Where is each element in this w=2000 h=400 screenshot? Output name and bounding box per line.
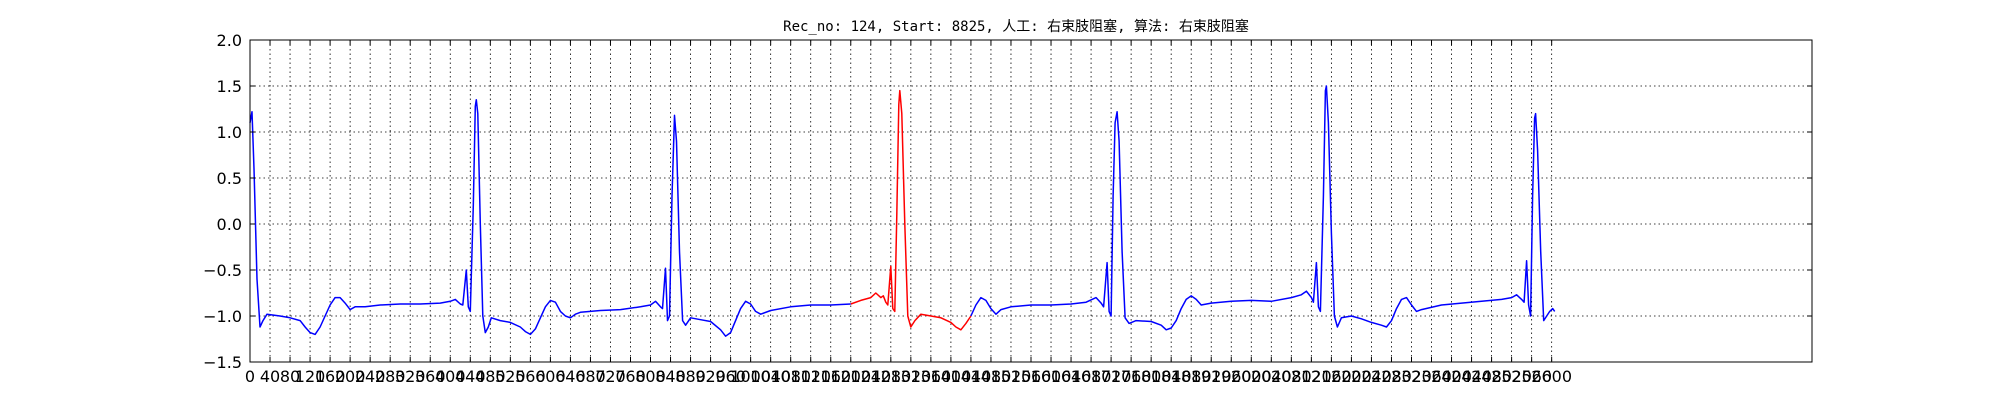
x-tick-label: 2600 (1531, 367, 1572, 386)
y-tick-label: 2.0 (217, 31, 242, 50)
x-tick-label: 160 (315, 367, 346, 386)
x-tick-label: 2360 (1411, 367, 1452, 386)
x-tick-label: 1520 (991, 367, 1032, 386)
x-tick-label: 2200 (1331, 367, 1372, 386)
x-tick-label: 1280 (870, 367, 911, 386)
x-tick-label: 480 (475, 367, 506, 386)
x-tick-label: 1320 (890, 367, 931, 386)
x-tick-label: 240 (355, 367, 386, 386)
x-axis: 0 40 8012016020024028032036040044048052056… (245, 40, 1572, 386)
y-tick-label: −1.0 (203, 307, 242, 326)
y-tick-label: 0.5 (217, 169, 242, 188)
x-tick-label: 1040 (750, 367, 791, 386)
x-tick-label: 1360 (911, 367, 952, 386)
x-tick-label: 80 (280, 367, 300, 386)
x-tick-label: 2400 (1431, 367, 1472, 386)
ecg-series-line (850, 89, 972, 331)
x-tick-label: 1000 (730, 367, 771, 386)
x-tick-label: 640 (555, 367, 586, 386)
x-tick-label: 2000 (1231, 367, 1272, 386)
x-tick-label: 800 (635, 367, 666, 386)
x-tick-label: 1160 (810, 367, 851, 386)
x-tick-label: 1560 (1011, 367, 1052, 386)
x-tick-label: 1240 (850, 367, 891, 386)
x-tick-label: 840 (655, 367, 686, 386)
x-tick-label: 0 (245, 367, 255, 386)
x-tick-label: 1480 (971, 367, 1012, 386)
x-tick-label: 2480 (1471, 367, 1512, 386)
x-tick-label: 1960 (1211, 367, 1252, 386)
x-tick-label: 280 (375, 367, 406, 386)
x-tick-label: 320 (395, 367, 426, 386)
x-tick-label: 1880 (1171, 367, 1212, 386)
x-tick-label: 400 (435, 367, 466, 386)
x-tick-label: 2160 (1311, 367, 1352, 386)
x-tick-label: 560 (515, 367, 546, 386)
x-tick-label: 1120 (790, 367, 831, 386)
x-tick-label: 880 (675, 367, 706, 386)
y-tick-label: −1.5 (203, 353, 242, 372)
plot-frame (249, 39, 1813, 363)
x-tick-label: 600 (535, 367, 566, 386)
x-tick-label: 1680 (1071, 367, 1112, 386)
plot-area (249, 85, 1556, 337)
x-tick-label: 2080 (1271, 367, 1312, 386)
x-tick-label: 40 (260, 367, 280, 386)
x-tick-label: 760 (615, 367, 646, 386)
x-tick-label: 2040 (1251, 367, 1292, 386)
grid (250, 40, 1812, 362)
x-tick-label: 120 (295, 367, 326, 386)
x-tick-label: 680 (575, 367, 606, 386)
y-axis: −1.5 −1.0 −0.5 0.0 0.5 1.0 1.5 2.0 (203, 31, 1812, 372)
x-tick-label: 1640 (1051, 367, 1092, 386)
x-tick-label: 1760 (1111, 367, 1152, 386)
x-tick-label: 1200 (830, 367, 871, 386)
x-tick-label: 2440 (1451, 367, 1492, 386)
x-tick-label: 520 (495, 367, 526, 386)
x-tick-label: 1440 (951, 367, 992, 386)
x-tick-label: 1080 (770, 367, 811, 386)
x-tick-label: 720 (595, 367, 626, 386)
ecg-series-line (970, 85, 1556, 331)
x-tick-label: 1720 (1091, 367, 1132, 386)
x-tick-label: 2520 (1491, 367, 1532, 386)
x-tick-label: 360 (415, 367, 446, 386)
x-tick-label: 1600 (1031, 367, 1072, 386)
x-tick-label: 1400 (931, 367, 972, 386)
x-tick-label: 2120 (1291, 367, 1332, 386)
y-tick-label: 0.0 (217, 215, 242, 234)
x-tick-label: 960 (715, 367, 746, 386)
x-tick-label: 2560 (1511, 367, 1552, 386)
x-tick-label: 1840 (1151, 367, 1192, 386)
x-tick-label: 1800 (1131, 367, 1172, 386)
y-tick-label: 1.0 (217, 123, 242, 142)
y-tick-label: −0.5 (203, 261, 242, 280)
chart-title: Rec_no: 124, Start: 8825, 人工: 右束肢阻塞, 算法:… (783, 18, 1249, 35)
y-tick-label: 1.5 (217, 77, 242, 96)
x-tick-label: 920 (695, 367, 726, 386)
x-tick-label: 1920 (1191, 367, 1232, 386)
ecg-series-line (249, 99, 851, 337)
x-tick-label: 2240 (1351, 367, 1392, 386)
x-tick-label: 2320 (1391, 367, 1432, 386)
x-tick-label: 440 (455, 367, 486, 386)
x-tick-label: 200 (335, 367, 366, 386)
x-tick-label: 2280 (1371, 367, 1412, 386)
